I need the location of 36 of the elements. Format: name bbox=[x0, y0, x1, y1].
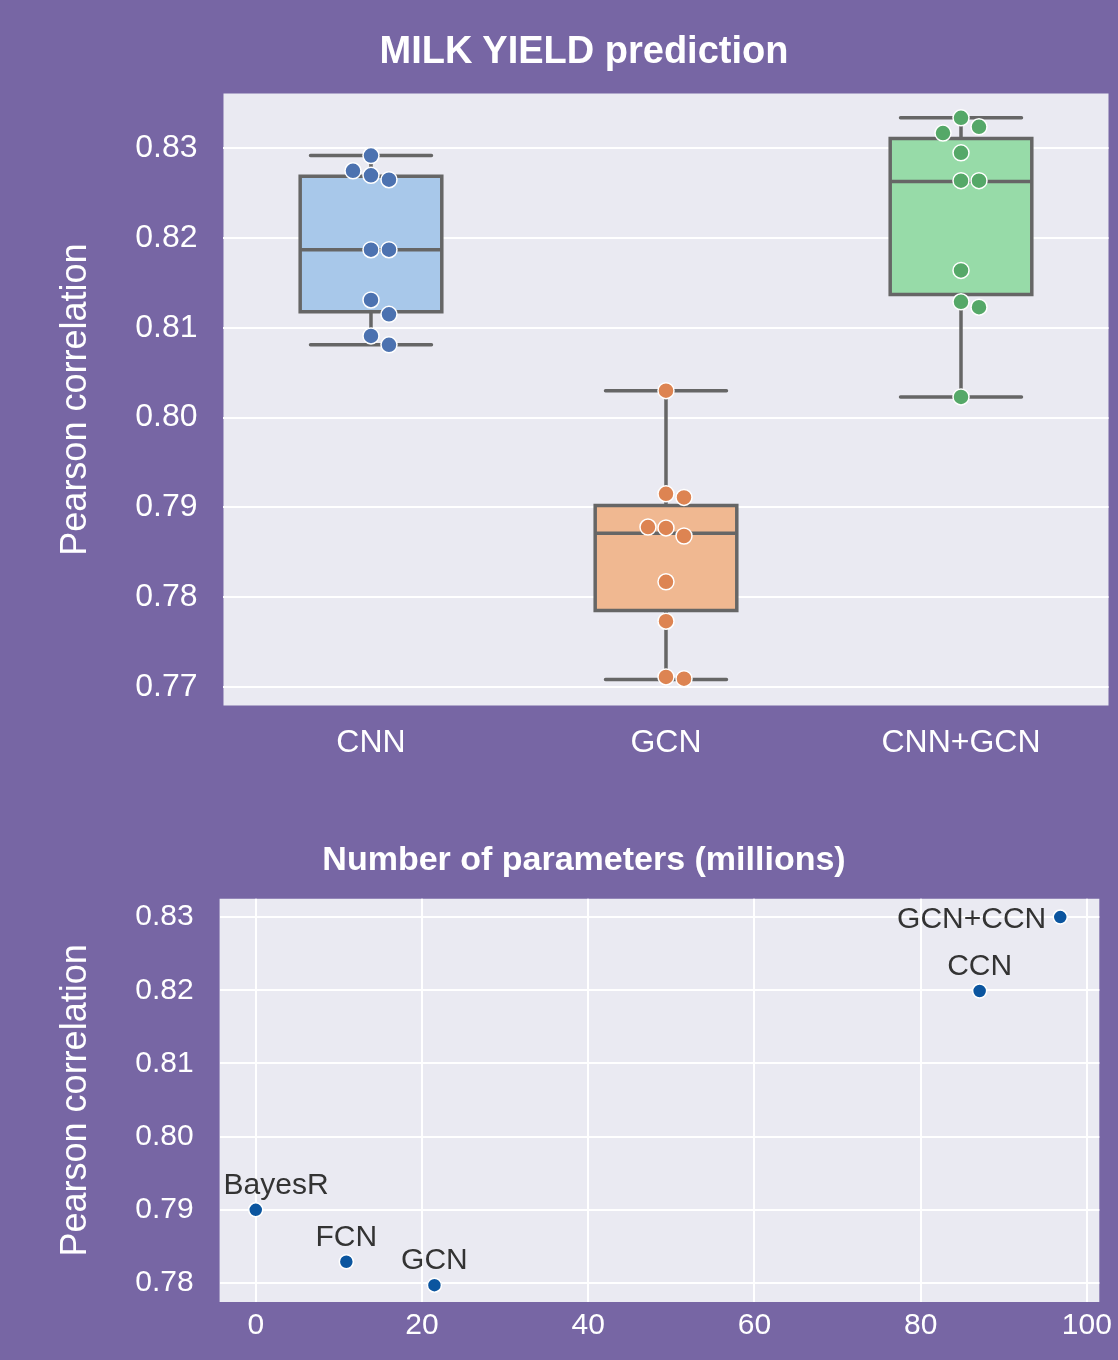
annotation: GCN+CCN bbox=[897, 901, 1047, 935]
x-tick-label: CNN+GCN bbox=[881, 722, 1041, 759]
y-tick-label: 0.80 bbox=[135, 1117, 194, 1151]
y-axis-title: Pearson correlation bbox=[52, 243, 94, 556]
y-tick-label: 0.81 bbox=[135, 1044, 194, 1078]
x-tick-label: 60 bbox=[737, 1307, 772, 1341]
y-tick-label: 0.79 bbox=[135, 1191, 194, 1225]
point bbox=[971, 983, 988, 999]
annotation: FCN bbox=[315, 1218, 378, 1252]
annotation: GCN bbox=[401, 1242, 468, 1276]
x-tick-label: 20 bbox=[405, 1307, 439, 1341]
chart-title: MILK YIELD prediction bbox=[379, 29, 789, 72]
point bbox=[426, 1277, 443, 1293]
y-axis-title: Pearson correlation bbox=[52, 944, 94, 1257]
y-tick-label: 0.81 bbox=[135, 307, 198, 344]
y-tick-label: 0.82 bbox=[135, 217, 198, 254]
x-tick-label: 100 bbox=[1061, 1307, 1112, 1341]
y-tick-label: 0.78 bbox=[135, 576, 198, 613]
annotation: CCN bbox=[947, 948, 1013, 981]
x-tick-label: CNN bbox=[336, 722, 406, 759]
y-tick-label: 0.80 bbox=[135, 397, 198, 434]
point bbox=[338, 1254, 355, 1270]
x-tick-label: 40 bbox=[571, 1307, 605, 1341]
y-tick-label: 0.78 bbox=[135, 1264, 194, 1298]
point bbox=[247, 1202, 264, 1218]
y-tick-label: 0.79 bbox=[135, 487, 198, 524]
x-tick-label: GCN bbox=[630, 722, 702, 759]
y-tick-label: 0.83 bbox=[135, 898, 194, 932]
chart-title: Number of parameters (millions) bbox=[322, 838, 846, 877]
x-tick-label: 80 bbox=[903, 1307, 938, 1341]
annotation: BayesR bbox=[223, 1166, 329, 1200]
y-tick-label: 0.77 bbox=[135, 666, 198, 703]
y-tick-label: 0.82 bbox=[135, 971, 194, 1005]
point bbox=[1052, 909, 1069, 925]
x-tick-label: 0 bbox=[247, 1307, 265, 1341]
y-tick-label: 0.83 bbox=[135, 128, 198, 165]
